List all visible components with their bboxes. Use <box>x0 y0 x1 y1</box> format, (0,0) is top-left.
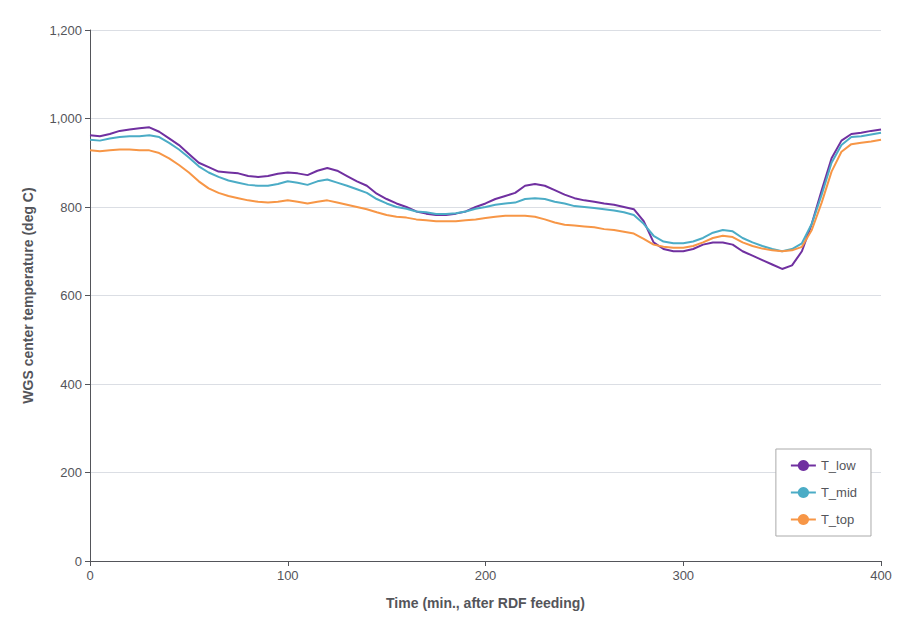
svg-text:0: 0 <box>75 554 82 569</box>
svg-text:Time (min., after RDF feeding): Time (min., after RDF feeding) <box>386 595 585 611</box>
svg-text:300: 300 <box>672 568 694 583</box>
svg-text:1,000: 1,000 <box>49 111 82 126</box>
svg-text:WGS center temperature (deg C): WGS center temperature (deg C) <box>20 187 36 403</box>
svg-text:600: 600 <box>60 288 82 303</box>
svg-text:T_top: T_top <box>821 512 854 527</box>
svg-text:400: 400 <box>60 377 82 392</box>
svg-text:T_mid: T_mid <box>821 485 857 500</box>
svg-text:T_low: T_low <box>821 458 856 473</box>
svg-text:200: 200 <box>475 568 497 583</box>
svg-text:0: 0 <box>86 568 93 583</box>
svg-text:800: 800 <box>60 200 82 215</box>
svg-text:400: 400 <box>870 568 892 583</box>
svg-text:100: 100 <box>277 568 299 583</box>
svg-text:200: 200 <box>60 465 82 480</box>
svg-text:1,200: 1,200 <box>49 23 82 38</box>
